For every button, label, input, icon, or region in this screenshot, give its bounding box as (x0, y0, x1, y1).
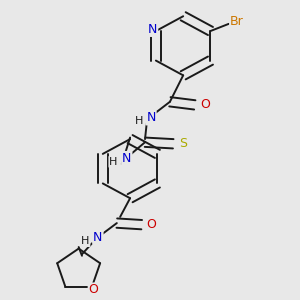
Text: O: O (88, 284, 98, 296)
Text: N: N (122, 152, 131, 165)
Text: N: N (148, 23, 157, 36)
Text: Br: Br (230, 15, 244, 28)
Text: O: O (200, 98, 210, 111)
Text: H: H (81, 236, 89, 246)
Text: O: O (147, 218, 157, 231)
Text: H: H (135, 116, 143, 126)
Text: N: N (146, 112, 156, 124)
Text: H: H (109, 157, 118, 167)
Text: S: S (179, 137, 187, 150)
Text: N: N (93, 231, 103, 244)
